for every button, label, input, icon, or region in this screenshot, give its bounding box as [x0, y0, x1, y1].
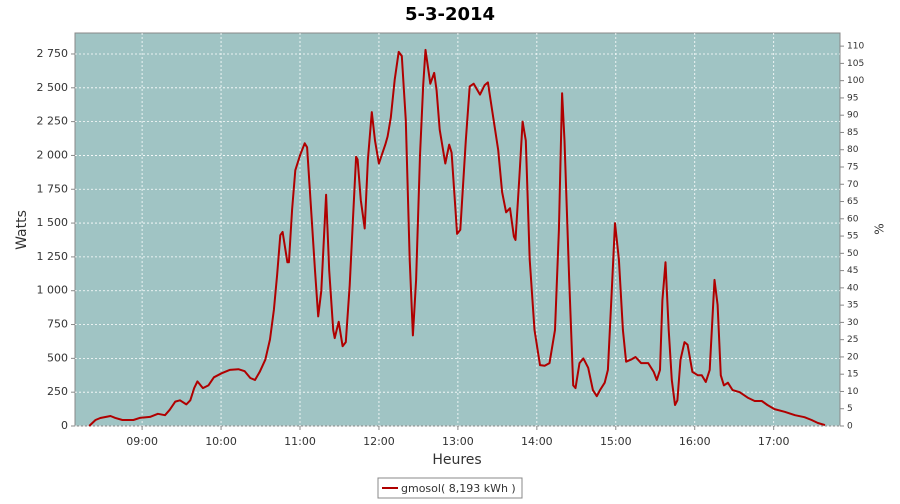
- y2-tick-label: 70: [847, 180, 859, 190]
- x-tick-label: 09:00: [126, 435, 158, 448]
- y2-tick-label: 105: [847, 59, 864, 69]
- y2-tick-label: 50: [847, 249, 859, 259]
- x-axis-label: Heures: [432, 452, 481, 468]
- y2-tick-label: 75: [847, 162, 858, 172]
- y-tick-label: 1 500: [37, 216, 69, 229]
- x-tick-label: 14:00: [521, 435, 553, 448]
- y-tick-label: 2 500: [37, 81, 69, 94]
- y-tick-label: 1 750: [37, 182, 69, 195]
- legend-label: gmosol( 8,193 kWh ): [401, 482, 516, 495]
- y-axis-label: Watts: [14, 210, 30, 250]
- y-tick-label: 2 250: [37, 115, 69, 128]
- x-tick-label: 16:00: [679, 435, 711, 448]
- x-tick-label: 12:00: [363, 435, 395, 448]
- y2-tick-label: 60: [847, 214, 859, 224]
- y2-tick-label: 110: [847, 42, 864, 52]
- y2-tick-label: 85: [847, 128, 858, 138]
- y2-tick-label: 40: [847, 283, 859, 293]
- y-tick-label: 2 000: [37, 148, 69, 161]
- y2-tick-label: 35: [847, 301, 858, 311]
- y2-tick-label: 20: [847, 352, 859, 362]
- y-tick-label: 1 000: [37, 284, 69, 297]
- y2-tick-label: 30: [847, 318, 859, 328]
- y-tick-label: 250: [47, 385, 68, 398]
- y2-tick-label: 5: [847, 404, 853, 414]
- y2-tick-label: 65: [847, 197, 858, 207]
- y2-tick-label: 10: [847, 387, 859, 397]
- x-tick-label: 13:00: [442, 435, 474, 448]
- y2-tick-label: 45: [847, 266, 858, 276]
- x-tick-label: 17:00: [758, 435, 790, 448]
- y-tick-label: 500: [47, 351, 68, 364]
- chart-title: 5-3-2014: [405, 4, 495, 25]
- x-tick-label: 15:00: [600, 435, 632, 448]
- y-tick-label: 750: [47, 318, 68, 331]
- y2-tick-label: 25: [847, 335, 858, 345]
- y2-tick-label: 95: [847, 93, 858, 103]
- legend-box: [377, 477, 523, 499]
- y2-tick-label: 90: [847, 111, 859, 121]
- y2-tick-label: 80: [847, 145, 859, 155]
- x-tick-label: 11:00: [284, 435, 316, 448]
- y2-tick-label: 15: [847, 370, 858, 380]
- y2-tick-label: 55: [847, 232, 858, 242]
- x-tick-label: 10:00: [205, 435, 237, 448]
- y-tick-label: 1 250: [37, 250, 69, 263]
- y-tick-label: 2 750: [37, 47, 69, 60]
- y2-axis-label: %: [873, 223, 887, 234]
- y2-tick-label: 100: [847, 76, 864, 86]
- data-line: [88, 48, 826, 427]
- y-tick-label: 0: [61, 419, 68, 432]
- y2-tick-label: 0: [847, 422, 853, 432]
